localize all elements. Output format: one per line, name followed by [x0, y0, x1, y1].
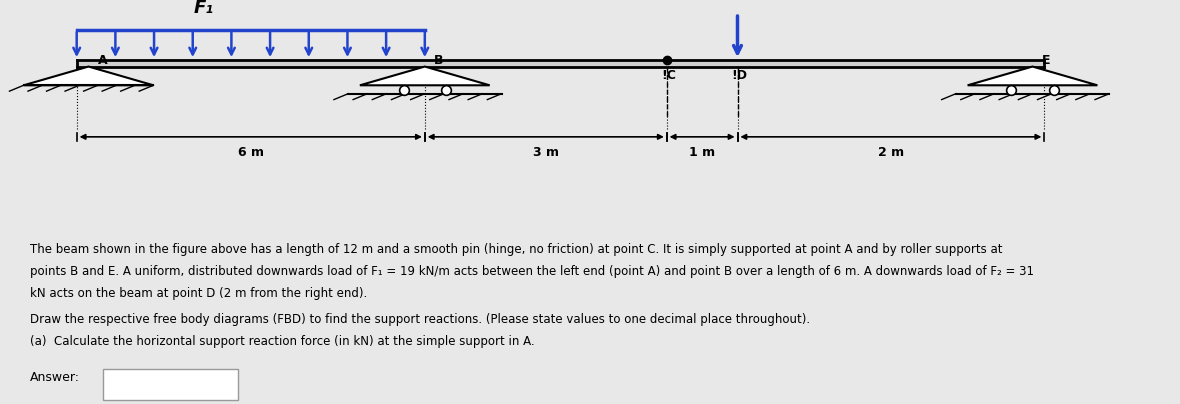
Text: points B and E. A uniform, distributed downwards load of F₁ = 19 kN/m acts betwe: points B and E. A uniform, distributed d… [30, 265, 1034, 278]
Polygon shape [968, 67, 1097, 85]
FancyBboxPatch shape [77, 60, 1044, 67]
Text: F₂: F₂ [703, 0, 725, 3]
Text: F₁: F₁ [194, 0, 214, 17]
Text: Draw the respective free body diagrams (FBD) to find the support reactions. (Ple: Draw the respective free body diagrams (… [30, 314, 809, 326]
Text: 1 m: 1 m [689, 146, 715, 159]
Text: kN acts on the beam at point D (2 m from the right end).: kN acts on the beam at point D (2 m from… [30, 287, 367, 300]
Text: The beam shown in the figure above has a length of 12 m and a smooth pin (hinge,: The beam shown in the figure above has a… [30, 243, 1002, 256]
Polygon shape [24, 67, 153, 85]
Text: 2 m: 2 m [878, 146, 904, 159]
Text: 3 m: 3 m [532, 146, 559, 159]
Text: !D: !D [732, 69, 748, 82]
Text: A: A [98, 54, 107, 67]
Text: Answer:: Answer: [30, 371, 79, 384]
Polygon shape [360, 67, 490, 85]
Text: !C: !C [661, 69, 676, 82]
FancyBboxPatch shape [103, 369, 238, 400]
Text: E: E [1042, 54, 1050, 67]
Text: (a)  Calculate the horizontal support reaction force (in kN) at the simple suppo: (a) Calculate the horizontal support rea… [30, 335, 535, 348]
Text: 6 m: 6 m [237, 146, 264, 159]
Text: B: B [434, 54, 444, 67]
